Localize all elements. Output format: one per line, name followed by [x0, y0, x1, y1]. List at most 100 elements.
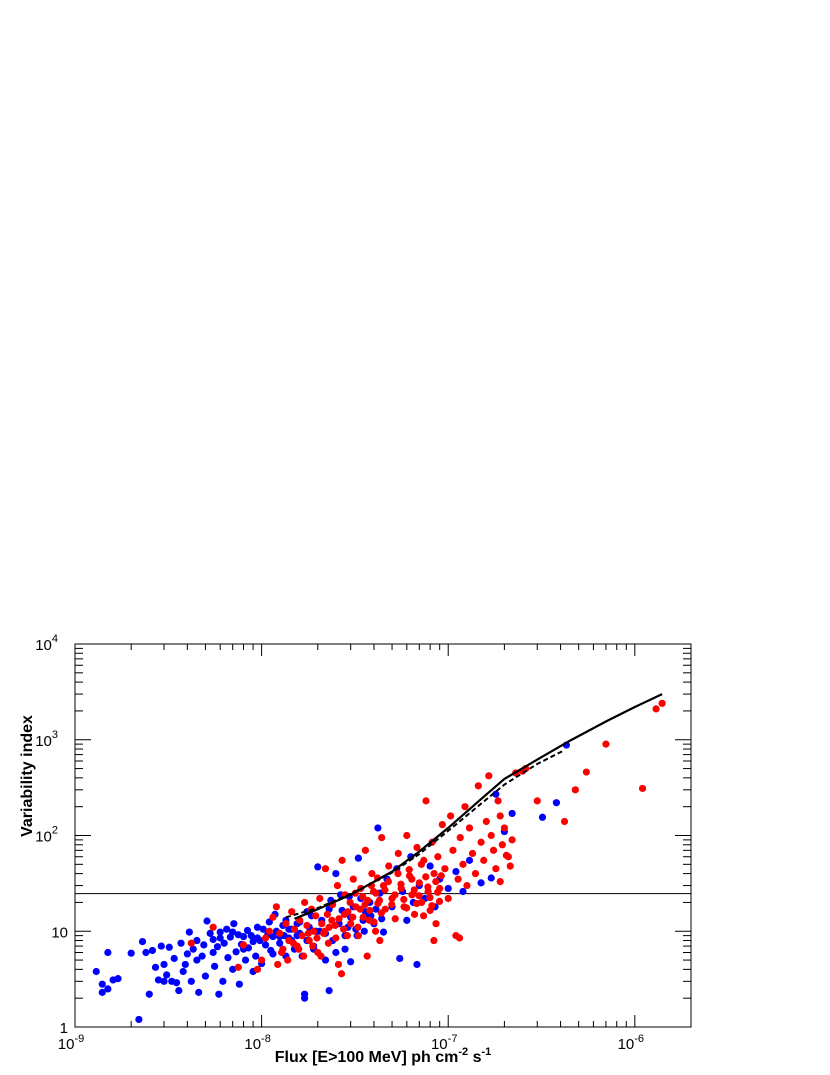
red-point — [338, 856, 346, 864]
blue-point — [459, 887, 467, 896]
red-point — [371, 927, 380, 935]
blue-point — [223, 925, 231, 933]
red-point — [582, 768, 590, 776]
y-tick-label: 102 — [35, 825, 58, 846]
blue-point — [253, 923, 262, 931]
red-point — [441, 865, 449, 873]
red-point — [359, 893, 367, 901]
blue-point — [374, 824, 382, 832]
red-point — [318, 920, 326, 928]
red-point — [359, 913, 367, 921]
red-point — [480, 856, 488, 864]
blue-point — [403, 916, 411, 924]
red-point — [422, 797, 430, 805]
blue-point — [247, 932, 255, 940]
y-axis-title: Variability index — [19, 715, 36, 837]
red-point — [571, 786, 579, 794]
red-point — [349, 875, 357, 883]
red-point — [376, 936, 384, 945]
red-point — [328, 916, 336, 924]
red-point — [265, 927, 273, 935]
red-point — [381, 886, 389, 894]
blue-point — [293, 932, 301, 940]
y-tick-label: 10 — [51, 924, 68, 941]
red-point — [447, 812, 455, 820]
red-point — [456, 834, 464, 842]
blue-point — [154, 976, 163, 984]
red-point — [343, 932, 351, 940]
red-point — [422, 873, 430, 881]
blue-point — [241, 956, 250, 964]
blue-point — [165, 943, 173, 951]
red-point — [434, 853, 442, 861]
red-point — [430, 936, 438, 945]
blue-point — [203, 917, 211, 925]
red-point — [454, 875, 462, 883]
blue-point — [452, 867, 460, 876]
blue-point — [216, 934, 224, 942]
red-point — [366, 906, 374, 915]
blue-point — [477, 879, 485, 887]
blue-point — [426, 862, 434, 870]
red-point — [334, 960, 343, 969]
y-tick-exponent: 3 — [52, 729, 58, 741]
blue-point — [160, 960, 168, 969]
red-point — [471, 870, 480, 878]
blue-point — [145, 990, 153, 998]
red-point — [323, 910, 331, 918]
red-point — [432, 920, 440, 928]
red-point — [253, 965, 262, 973]
red-point — [465, 824, 474, 832]
blue-point — [216, 928, 224, 936]
red-point — [391, 915, 399, 923]
red-point — [346, 898, 354, 907]
red-point — [384, 878, 392, 886]
blue-point — [170, 954, 178, 963]
blue-point — [213, 943, 222, 951]
red-point — [455, 934, 464, 942]
blue-point — [285, 925, 293, 933]
blue-point — [229, 965, 237, 973]
red-point — [402, 904, 411, 912]
red-point — [428, 902, 436, 910]
blue-point — [98, 980, 106, 988]
red-point — [378, 834, 386, 842]
red-point — [438, 820, 446, 829]
red-point — [405, 866, 413, 874]
y-tick-label: 104 — [35, 633, 58, 654]
red-point — [300, 952, 308, 960]
red-point — [430, 870, 438, 878]
blue-point — [444, 884, 452, 893]
blue-point — [332, 870, 340, 878]
red-point — [303, 921, 311, 930]
red-point — [474, 782, 482, 790]
red-point — [435, 897, 444, 905]
blue-point — [413, 960, 421, 969]
red-point — [295, 945, 303, 953]
red-point — [485, 772, 493, 780]
red-point — [391, 891, 399, 899]
red-point — [449, 846, 457, 854]
blue-point — [269, 950, 277, 958]
blue-point — [187, 977, 195, 985]
model-curves — [285, 693, 663, 920]
red-point — [498, 841, 506, 849]
x-tick-exponent: -8 — [261, 1033, 271, 1045]
red-point — [361, 900, 369, 909]
x-title-exponent: -2 — [458, 1046, 468, 1058]
blue-point — [181, 960, 189, 969]
blue-point — [347, 958, 355, 966]
major-ticks — [74, 643, 691, 1028]
red-point — [413, 843, 421, 852]
blue-point — [211, 962, 219, 970]
blue-point — [114, 975, 122, 983]
blue-point — [239, 932, 248, 941]
red-point — [477, 838, 485, 846]
red-point — [290, 925, 299, 933]
red-point — [375, 896, 384, 904]
blue-point — [142, 948, 150, 957]
blue-point — [200, 941, 208, 949]
blue-point — [325, 986, 333, 995]
red-point — [492, 865, 500, 873]
